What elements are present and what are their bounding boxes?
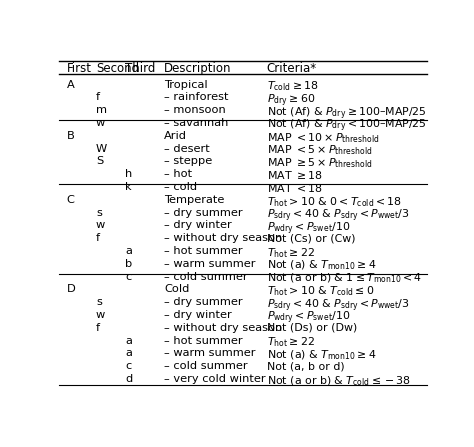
Text: Tropical: Tropical xyxy=(164,80,208,89)
Text: First: First xyxy=(66,62,91,75)
Text: $P_{\mathrm{sdry}} < 40$ & $P_{\mathrm{sdry}} < P_{\mathrm{wwet}}/3$: $P_{\mathrm{sdry}} < 40$ & $P_{\mathrm{s… xyxy=(267,207,410,224)
Text: a: a xyxy=(125,349,132,358)
Text: W: W xyxy=(96,143,107,154)
Text: Not (Ds) or (Dw): Not (Ds) or (Dw) xyxy=(267,323,357,333)
Text: $P_{\mathrm{sdry}} < 40$ & $P_{\mathrm{sdry}} < P_{\mathrm{wwet}}/3$: $P_{\mathrm{sdry}} < 40$ & $P_{\mathrm{s… xyxy=(267,297,410,314)
Text: MAP $\geq 5 \times P_{\mathrm{threshold}}$: MAP $\geq 5 \times P_{\mathrm{threshold}… xyxy=(267,156,372,170)
Text: $T_{\mathrm{hot}} > 10$ & $T_{\mathrm{cold}} \leq 0$: $T_{\mathrm{hot}} > 10$ & $T_{\mathrm{co… xyxy=(267,284,374,298)
Text: MAP $< 5 \times P_{\mathrm{threshold}}$: MAP $< 5 \times P_{\mathrm{threshold}}$ xyxy=(267,143,372,157)
Text: D: D xyxy=(66,284,75,295)
Text: A: A xyxy=(66,80,74,89)
Text: Not (a) & $T_{\mathrm{mon10}} \geq 4$: Not (a) & $T_{\mathrm{mon10}} \geq 4$ xyxy=(267,259,376,272)
Text: Not (Af) & $P_{\mathrm{dry}} \geq 100$–MAP/25: Not (Af) & $P_{\mathrm{dry}} \geq 100$–M… xyxy=(267,105,427,122)
Text: – dry winter: – dry winter xyxy=(164,220,232,230)
Text: $P_{\mathrm{wdry}} < P_{\mathrm{swet}}/10$: $P_{\mathrm{wdry}} < P_{\mathrm{swet}}/1… xyxy=(267,310,350,326)
Text: s: s xyxy=(96,207,102,218)
Text: d: d xyxy=(125,374,133,384)
Text: f: f xyxy=(96,233,100,243)
Text: – hot summer: – hot summer xyxy=(164,246,243,256)
Text: – without dry season: – without dry season xyxy=(164,233,282,243)
Text: k: k xyxy=(125,182,132,192)
Text: Not (Af) & $P_{\mathrm{dry}} < 100$–MAP/25: Not (Af) & $P_{\mathrm{dry}} < 100$–MAP/… xyxy=(267,118,427,135)
Text: c: c xyxy=(125,272,132,282)
Text: a: a xyxy=(125,246,132,256)
Text: – dry summer: – dry summer xyxy=(164,297,243,307)
Text: $T_{\mathrm{hot}} \geq 22$: $T_{\mathrm{hot}} \geq 22$ xyxy=(267,246,315,260)
Text: Criteria*: Criteria* xyxy=(267,62,317,75)
Text: s: s xyxy=(96,297,102,307)
Text: – desert: – desert xyxy=(164,143,210,154)
Text: a: a xyxy=(125,336,132,346)
Text: w: w xyxy=(96,310,105,320)
Text: – savannah: – savannah xyxy=(164,118,228,128)
Text: Not (a, b or d): Not (a, b or d) xyxy=(267,361,345,371)
Text: – hot: – hot xyxy=(164,169,192,179)
Text: – dry winter: – dry winter xyxy=(164,310,232,320)
Text: $T_{\mathrm{cold}} \geq 18$: $T_{\mathrm{cold}} \geq 18$ xyxy=(267,80,319,93)
Text: Not (a or b) & $1 \leq T_{\mathrm{mon10}} < 4$: Not (a or b) & $1 \leq T_{\mathrm{mon10}… xyxy=(267,272,422,285)
Text: – without dry season: – without dry season xyxy=(164,323,282,333)
Text: MAT $< 18$: MAT $< 18$ xyxy=(267,182,323,194)
Text: Second: Second xyxy=(96,62,139,75)
Text: Not (a) & $T_{\mathrm{mon10}} \geq 4$: Not (a) & $T_{\mathrm{mon10}} \geq 4$ xyxy=(267,349,376,362)
Text: C: C xyxy=(66,195,74,205)
Text: – monsoon: – monsoon xyxy=(164,105,226,115)
Text: $T_{\mathrm{hot}} > 10$ & $0 < T_{\mathrm{cold}} < 18$: $T_{\mathrm{hot}} > 10$ & $0 < T_{\mathr… xyxy=(267,195,402,209)
Text: – rainforest: – rainforest xyxy=(164,93,228,102)
Text: – hot summer: – hot summer xyxy=(164,336,243,346)
Text: – cold: – cold xyxy=(164,182,197,192)
Text: $T_{\mathrm{hot}} \geq 22$: $T_{\mathrm{hot}} \geq 22$ xyxy=(267,336,315,350)
Text: – cold summer: – cold summer xyxy=(164,361,247,371)
Text: $P_{\mathrm{wdry}} < P_{\mathrm{swet}}/10$: $P_{\mathrm{wdry}} < P_{\mathrm{swet}}/1… xyxy=(267,220,350,237)
Text: Arid: Arid xyxy=(164,131,187,141)
Text: f: f xyxy=(96,323,100,333)
Text: Cold: Cold xyxy=(164,284,189,295)
Text: c: c xyxy=(125,361,132,371)
Text: – very cold winter: – very cold winter xyxy=(164,374,265,384)
Text: Temperate: Temperate xyxy=(164,195,224,205)
Text: MAT $\geq 18$: MAT $\geq 18$ xyxy=(267,169,323,181)
Text: – dry summer: – dry summer xyxy=(164,207,243,218)
Text: MAP $< 10 \times P_{\mathrm{threshold}}$: MAP $< 10 \times P_{\mathrm{threshold}}$ xyxy=(267,131,379,144)
Text: – cold summer: – cold summer xyxy=(164,272,247,282)
Text: Not (a or b) & $T_{\mathrm{cold}} \leq -38$: Not (a or b) & $T_{\mathrm{cold}} \leq -… xyxy=(267,374,411,388)
Text: Description: Description xyxy=(164,62,231,75)
Text: S: S xyxy=(96,156,103,166)
Text: $P_{\mathrm{dry}} \geq 60$: $P_{\mathrm{dry}} \geq 60$ xyxy=(267,93,315,109)
Text: w: w xyxy=(96,220,105,230)
Text: Third: Third xyxy=(125,62,156,75)
Text: b: b xyxy=(125,259,133,269)
Text: w: w xyxy=(96,118,105,128)
Text: Not (Cs) or (Cw): Not (Cs) or (Cw) xyxy=(267,233,356,243)
Text: – warm summer: – warm summer xyxy=(164,259,255,269)
Text: f: f xyxy=(96,93,100,102)
Text: – steppe: – steppe xyxy=(164,156,212,166)
Text: B: B xyxy=(66,131,74,141)
Text: m: m xyxy=(96,105,107,115)
Text: – warm summer: – warm summer xyxy=(164,349,255,358)
Text: h: h xyxy=(125,169,133,179)
